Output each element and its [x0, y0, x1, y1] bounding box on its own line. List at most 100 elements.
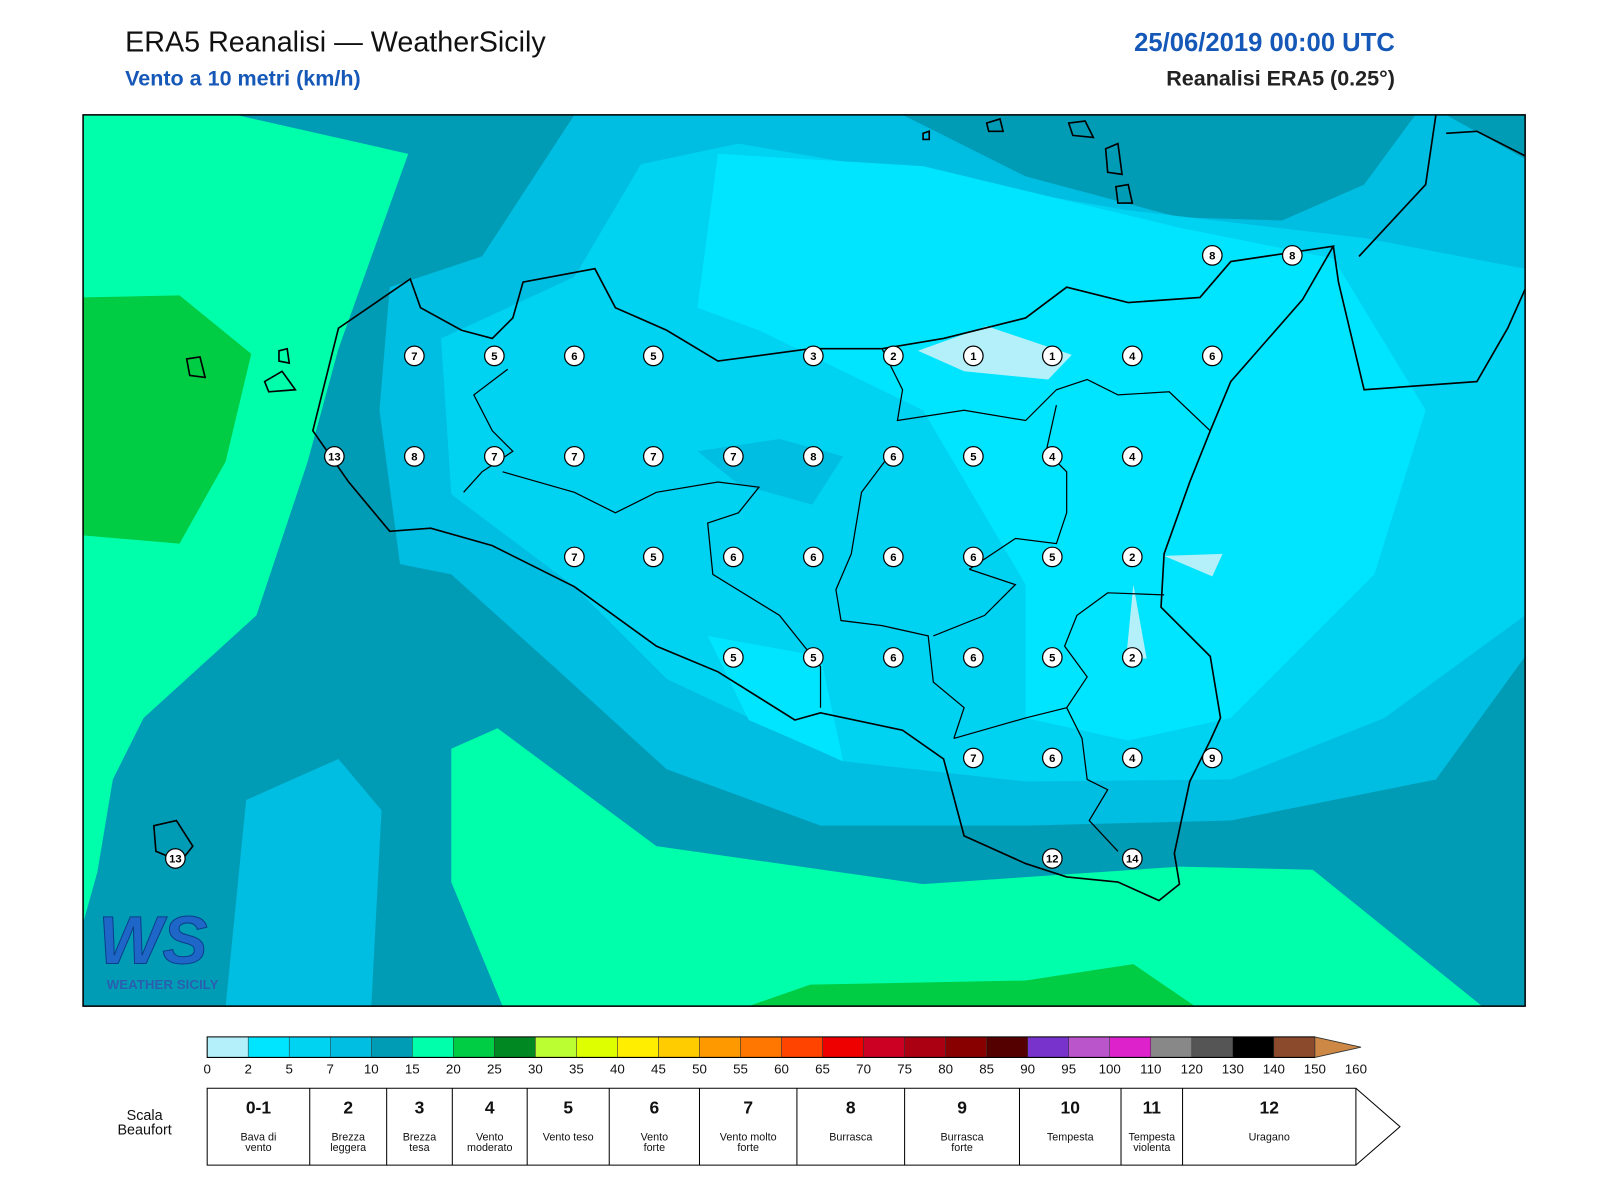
station-marker — [802, 345, 824, 367]
beaufort-description: Vento molto forte — [719, 1132, 777, 1154]
station-value: 6 — [1209, 351, 1215, 363]
colorbar-tick-label: 130 — [1222, 1061, 1244, 1076]
station-value: 7 — [411, 351, 417, 363]
colorbar-tick-label: 30 — [528, 1061, 543, 1076]
color-segment — [1314, 1036, 1362, 1058]
station-value: 6 — [571, 351, 577, 363]
beaufort-desc-box: Vento teso — [543, 1132, 594, 1143]
beaufort-description: Brezza tesa — [402, 1132, 437, 1154]
beaufort-force: 3 — [415, 1097, 425, 1117]
color-segment — [986, 1036, 1028, 1058]
color-segment — [863, 1036, 905, 1058]
beaufort-desc-box: Brezza leggera — [330, 1132, 366, 1153]
contour — [1164, 553, 1223, 577]
color-segment — [247, 1036, 290, 1058]
station-value: 5 — [1049, 552, 1055, 564]
color-segment — [1150, 1036, 1193, 1058]
logo: WS WEATHER SICILY — [98, 903, 219, 992]
colorbar-tick-label: 140 — [1263, 1061, 1285, 1076]
station-marker — [962, 546, 984, 568]
color-segment — [206, 1036, 249, 1058]
station-marker — [1041, 647, 1063, 668]
beaufort-description: Burrasca forte — [940, 1132, 984, 1154]
station-marker — [882, 647, 904, 668]
colorbar-tick-label: 65 — [815, 1061, 830, 1076]
station-value: 5 — [730, 652, 736, 664]
station-value: 4 — [1129, 351, 1136, 363]
colorbar-tick-label: 2 — [244, 1061, 251, 1076]
beaufort-force: 9 — [957, 1097, 967, 1117]
station-marker — [323, 446, 345, 467]
station-marker — [642, 546, 664, 568]
colorbar-tick-label: 60 — [774, 1061, 789, 1076]
color-segment — [945, 1036, 987, 1058]
source: Reanalisi ERA5 (0.25°) — [1166, 67, 1395, 91]
color-segment — [1068, 1036, 1110, 1058]
color-segment — [453, 1036, 495, 1058]
beaufort-force: 11 — [1143, 1097, 1162, 1117]
beaufort-desc-box: Tempesta — [1047, 1132, 1094, 1143]
beaufort-description: Vento forte — [640, 1132, 669, 1154]
colorbar-tick-label: 7 — [327, 1061, 334, 1076]
station-marker — [1121, 848, 1143, 869]
station-value: 7 — [571, 451, 577, 463]
colorbar-tick-label: 95 — [1061, 1061, 1076, 1076]
station-marker — [1121, 345, 1143, 367]
station-value: 5 — [1049, 652, 1055, 664]
color-segment — [1027, 1036, 1069, 1058]
color-segment — [617, 1036, 659, 1058]
beaufort-desc-box: Bava di vento — [240, 1132, 277, 1154]
color-segment — [329, 1036, 372, 1058]
beaufort-desc-box: Burrasca forte — [940, 1132, 984, 1154]
station-value: 1 — [970, 351, 976, 363]
station-marker — [642, 345, 664, 367]
beaufort-desc-box: Vento molto forte — [719, 1132, 777, 1154]
logo-name: WEATHER SICILY — [107, 977, 219, 992]
colorbar-tick-label: 150 — [1304, 1061, 1326, 1076]
subtitle: Vento a 10 metri (km/h) — [125, 67, 361, 91]
station-marker — [1201, 245, 1223, 266]
station-marker — [1201, 747, 1223, 769]
color-segment — [658, 1036, 700, 1058]
color-segment — [1109, 1036, 1152, 1058]
station-value: 6 — [890, 451, 896, 463]
station-marker — [722, 647, 744, 668]
colorbar-tick-label: 85 — [979, 1061, 994, 1076]
color-segment — [699, 1036, 741, 1058]
contour — [902, 114, 1416, 221]
station-value: 1 — [1049, 351, 1055, 363]
colorbar-tick-label: 110 — [1140, 1061, 1161, 1076]
station-marker — [802, 446, 824, 467]
station-value: 6 — [810, 552, 816, 564]
colorbar-tick-label: 25 — [487, 1061, 502, 1076]
contour — [225, 758, 382, 1007]
station-marker — [1041, 848, 1063, 869]
station-value: 2 — [1129, 652, 1135, 664]
station-marker — [483, 446, 505, 467]
beaufort-description: Vento moderato — [466, 1132, 513, 1154]
station-value: 7 — [970, 753, 976, 765]
beaufort-desc-box: Vento moderato — [466, 1132, 513, 1154]
station-value: 8 — [411, 451, 417, 463]
coastline — [152, 114, 1526, 902]
colorbar-tick-label: 0 — [203, 1061, 210, 1076]
station-value: 9 — [1209, 753, 1215, 765]
station-value: 5 — [970, 451, 976, 463]
station-value: 3 — [810, 351, 816, 363]
beaufort-force: 6 — [650, 1097, 660, 1117]
beaufort-description: Bava di vento — [240, 1132, 277, 1154]
colorbar-tick-label: 120 — [1181, 1061, 1203, 1076]
beaufort-force: 8 — [846, 1097, 856, 1117]
station-marker — [882, 345, 904, 367]
color-segment — [822, 1036, 864, 1058]
beaufort-desc-box: Tempesta violenta — [1128, 1132, 1176, 1154]
title: ERA5 Reanalisi — WeatherSicily — [125, 27, 546, 59]
color-segment — [781, 1036, 823, 1058]
station-marker — [722, 546, 744, 568]
station-marker — [1121, 546, 1143, 568]
station-marker — [1041, 747, 1063, 769]
station-marker — [1041, 546, 1063, 568]
station-value: 5 — [650, 552, 656, 564]
beaufort-description: Tempesta violenta — [1128, 1132, 1176, 1154]
